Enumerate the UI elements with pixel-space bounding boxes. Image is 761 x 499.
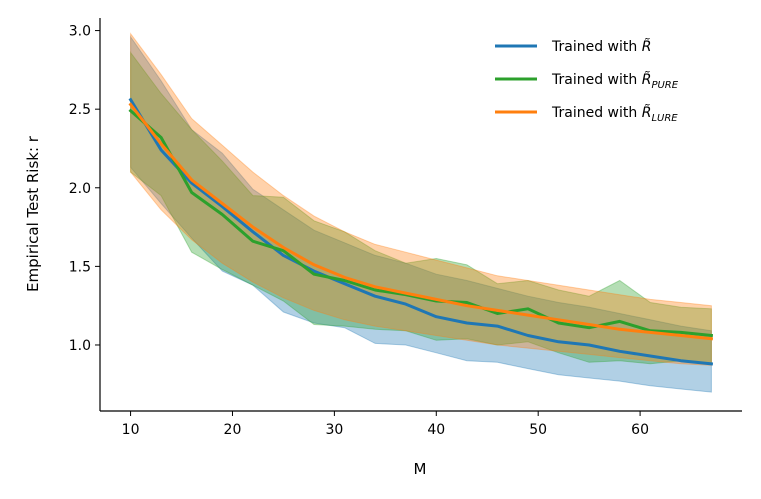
legend-label: Trained with R̃PURE bbox=[551, 71, 679, 91]
x-ticks: 10 20 30 40 50 60 bbox=[122, 411, 649, 438]
x-tick-label: 60 bbox=[631, 422, 649, 438]
y-tick-label: 1.0 bbox=[69, 338, 91, 354]
x-tick-label: 50 bbox=[529, 422, 547, 438]
x-tick-label: 40 bbox=[427, 422, 445, 438]
legend: Trained with R̃ Trained with R̃PURE Traine… bbox=[495, 38, 679, 124]
y-tick-label: 3.0 bbox=[69, 24, 91, 40]
legend-entry: Trained with R̃ bbox=[495, 38, 651, 55]
series-line-2 bbox=[128, 108, 714, 338]
x-tick-label: 10 bbox=[122, 422, 140, 438]
legend-entry: Trained with R̃LURE bbox=[495, 104, 678, 124]
series-line-3 bbox=[128, 102, 714, 341]
series-line-1 bbox=[128, 97, 714, 366]
legend-label: Trained with R̃LURE bbox=[551, 104, 678, 124]
series-lines bbox=[128, 97, 714, 366]
confidence-band-1 bbox=[130, 35, 712, 393]
x-tick-label: 20 bbox=[224, 422, 242, 438]
y-tick-label: 2.5 bbox=[69, 102, 91, 118]
y-tick-label: 1.5 bbox=[69, 259, 91, 275]
x-axis-label: M bbox=[414, 460, 427, 478]
axes bbox=[99, 18, 742, 412]
y-tick-label: 2.0 bbox=[69, 181, 91, 197]
y-axis-label: Empirical Test Risk: r bbox=[24, 135, 42, 292]
x-tick-label: 30 bbox=[325, 422, 343, 438]
legend-label: Trained with R̃ bbox=[551, 38, 651, 55]
confidence-band-3 bbox=[130, 32, 712, 366]
y-ticks: 1.0 1.5 2.0 2.5 3.0 bbox=[69, 24, 100, 354]
legend-entry: Trained with R̃PURE bbox=[495, 71, 679, 91]
